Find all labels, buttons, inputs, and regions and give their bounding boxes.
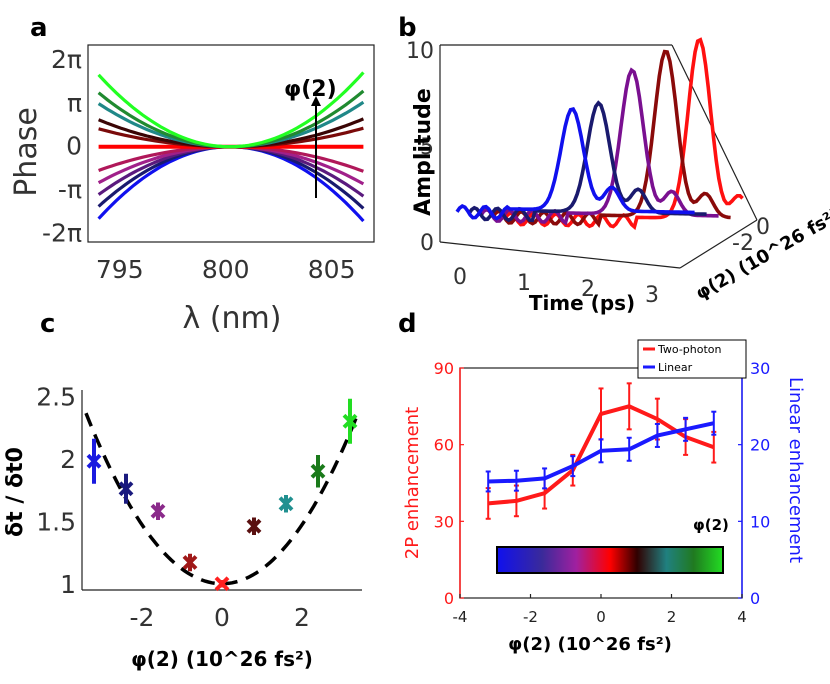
d-xtick-2: 0	[596, 608, 606, 626]
panel-d-x-label: φ(2) (10^26 fs²)	[508, 634, 672, 655]
c-point-4	[214, 576, 230, 592]
panel-d-legend	[637, 339, 747, 379]
c-point-6	[278, 496, 294, 512]
d-xtick-1: -2	[523, 608, 538, 626]
d-ltick-3: 0	[444, 589, 454, 608]
d-rtick-3: 0	[750, 589, 760, 608]
panel-b-lines	[455, 37, 744, 231]
a-xtick-0: 795	[96, 255, 144, 284]
panel-a-arrowhead-icon	[311, 96, 321, 106]
panel-a-x-label: λ (nm)	[183, 301, 282, 336]
b-xtick-3: 3	[645, 283, 659, 308]
pulse-line-4	[455, 107, 695, 221]
panel-letter-d: d	[398, 309, 417, 339]
a-xtick-2: 805	[308, 255, 356, 284]
c-ytick-0: 2.5	[36, 382, 76, 411]
d-ltick-2: 30	[434, 512, 454, 531]
c-ytick-3: 1	[60, 570, 76, 599]
d-xtick-3: 2	[667, 608, 677, 626]
b-ytick-1: 5	[420, 135, 434, 160]
panel-c-points	[86, 398, 358, 592]
d-ltick-1: 60	[434, 436, 454, 455]
panel-a-y-label: Phase	[9, 107, 44, 197]
panel-a-y-ticks: 2π π 0 -π -2π	[42, 45, 82, 247]
panel-c-x-label: φ(2) (10^26 fs²)	[131, 647, 313, 671]
panel-a-x-ticks: 795 800 805	[96, 255, 356, 284]
c-xtick-1: 0	[214, 603, 230, 632]
c-point-7	[310, 463, 326, 479]
c-point-3	[182, 555, 198, 570]
a-ytick-0: 2π	[51, 45, 82, 74]
panel-letter-b: b	[398, 13, 417, 43]
panel-d-colorbar	[496, 546, 724, 574]
d-ltick-0: 90	[434, 359, 454, 378]
b-xtick-2: 2	[581, 277, 595, 302]
panel-d-x-ticks: -4 -2 0 2 4	[453, 594, 747, 626]
c-point-8	[342, 413, 358, 429]
c-point-0	[86, 453, 102, 469]
a-ytick-2: 0	[66, 132, 82, 161]
panel-a-annotation: φ(2)	[284, 77, 337, 102]
c-point-2	[150, 503, 166, 519]
a-ytick-4: -2π	[42, 218, 82, 247]
legend-label-two-photon: Two-photon	[657, 343, 722, 356]
b-ztick-0: 0	[756, 215, 770, 240]
c-xtick-2: 2	[294, 603, 310, 632]
panel-letter-c: c	[40, 309, 55, 339]
c-ytick-1: 2	[60, 445, 76, 474]
b-ztick-1: -2	[732, 231, 754, 256]
panel-b-y-label: Amplitude	[411, 88, 436, 216]
c-ytick-2: 1.5	[36, 507, 76, 536]
panel-d-colorbar-label: φ(2)	[693, 516, 729, 534]
panel-a-axes-box	[87, 44, 375, 243]
d-xtick-0: -4	[453, 608, 468, 626]
phase-line-6	[98, 126, 364, 149]
panel-c-x-ticks: -2 0 2	[130, 603, 310, 632]
a-ytick-3: -π	[58, 175, 82, 204]
c-point-1	[118, 481, 134, 497]
panel-b-x-ticks: 0 1 2 3	[453, 265, 659, 308]
pulse-line-1	[491, 49, 731, 228]
panel-d-right-ticks: 30 20 10 0	[738, 359, 770, 608]
panel-letter-a: a	[30, 13, 48, 43]
panel-d-left-label: 2P enhancement	[402, 407, 423, 559]
pulse-line-3	[467, 100, 707, 223]
panel-c-fit-curve	[84, 412, 360, 586]
pulse-line-2	[479, 67, 719, 226]
d-xtick-4: 4	[737, 608, 747, 626]
phase-line-4	[98, 145, 364, 173]
phase-line-1	[97, 145, 365, 210]
b-xtick-1: 1	[517, 271, 531, 296]
b-xtick-0: 0	[453, 265, 467, 290]
panel-a-lines	[97, 71, 365, 223]
panel-d-right-label: Linear enhancement	[785, 377, 806, 563]
b-ytick-2: 0	[420, 231, 434, 256]
d-rtick-2: 10	[750, 512, 770, 531]
panel-a: 2π π 0 -π -2π 795 800 805 Phase λ (nm) φ(2)	[9, 44, 375, 336]
a-ytick-1: π	[67, 88, 82, 117]
panel-d-left-ticks: 90 60 30 0	[434, 359, 464, 608]
panel-b-y-ticks: 10 5 0	[406, 39, 434, 256]
phase-line-10	[97, 71, 365, 149]
c-xtick-0: -2	[130, 603, 155, 632]
a-xtick-1: 800	[202, 255, 250, 284]
d-rtick-0: 30	[750, 359, 770, 378]
b-ytick-0: 10	[406, 39, 434, 64]
panel-c: 2.5 2 1.5 1 -2 0 2 δt / δt0 φ(2) (10^26 fs²)	[3, 382, 362, 671]
legend-label-linear: Linear	[658, 361, 693, 374]
c-point-5	[246, 518, 262, 534]
panel-c-y-ticks: 2.5 2 1.5 1	[36, 382, 76, 599]
panel-b-depth-ticks: 0-2	[732, 215, 770, 256]
phase-line-2	[97, 145, 365, 198]
panel-b-x-axis	[439, 241, 681, 269]
panel-c-y-label: δt / δt0	[3, 447, 28, 537]
panel-b-depth-axis	[679, 219, 758, 269]
panel-b-x-label: Time (ps)	[529, 291, 635, 315]
panel-d-lines	[485, 382, 717, 520]
d-rtick-1: 20	[750, 436, 770, 455]
